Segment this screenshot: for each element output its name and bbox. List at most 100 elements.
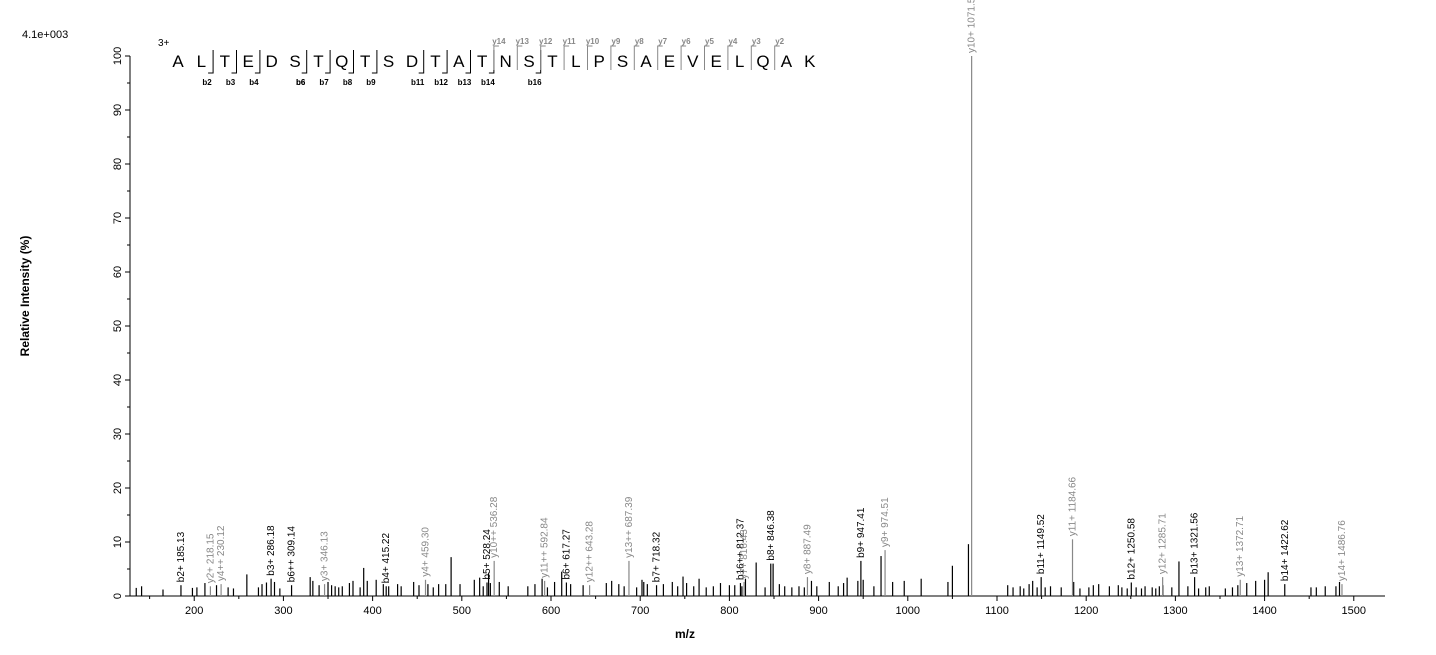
peak-label: y10+ 1071.57	[967, 0, 978, 53]
x-tick-label: 200	[185, 605, 203, 617]
peak-label: y4++ 230.12	[216, 525, 227, 581]
sequence-residue: V	[687, 52, 699, 71]
sequence-residue: P	[594, 52, 605, 71]
b-ion-bracket	[254, 50, 261, 74]
sequence-residue: E	[664, 52, 675, 71]
sequence-residue: T	[547, 52, 557, 71]
b-ion-label: b12	[434, 78, 448, 87]
peak-labels: b2+ 185.13 y2+ 218.15 y4++ 230.12 b3+ 286.1…	[176, 0, 1348, 583]
peak-label: y12+ 1285.71	[1158, 513, 1169, 574]
sequence-residue: T	[477, 52, 487, 71]
sequence-residue: S	[617, 52, 628, 71]
sequence-residue: T	[360, 52, 370, 71]
b-ion-bracket	[371, 50, 378, 74]
sequence-residue: A	[640, 52, 652, 71]
y-ion-bracket	[704, 45, 710, 70]
b-ion-label: b8	[343, 78, 353, 87]
peak-label: b7+ 718.32	[652, 531, 663, 582]
b-ion-bracket	[208, 50, 214, 74]
y-ion-label: y2	[775, 37, 784, 46]
sequence-residue: L	[197, 52, 206, 71]
y-ion-label: y9	[611, 37, 620, 46]
x-axis-title: m/z	[675, 627, 695, 641]
peak-label: y7+ 816.43	[739, 529, 750, 579]
y-ion-label: y4	[728, 37, 737, 46]
sequence-residue: T	[220, 52, 230, 71]
peak-label: b11+ 1149.52	[1036, 514, 1047, 574]
peaks	[135, 56, 1343, 596]
peak-label: b13+ 1321.56	[1190, 512, 1201, 574]
y-ion-label: y3	[752, 37, 761, 46]
peak-label: b2+ 185.13	[176, 531, 187, 582]
sequence-residue: S	[523, 52, 534, 71]
y-ion-bracket	[750, 45, 757, 70]
b-ion-bracket	[325, 50, 331, 74]
charge-state-label: 3+	[158, 38, 170, 49]
x-tick-label: 1200	[1074, 605, 1098, 617]
x-tick-label: 700	[631, 605, 649, 617]
sequence-residue: Q	[756, 52, 769, 71]
b-ion-label: b14	[481, 78, 495, 87]
sequence-residue: A	[172, 52, 184, 71]
peak-label: b6+ 617.27	[561, 529, 572, 580]
x-tick-label: 900	[809, 605, 827, 617]
y-ion-bracket	[680, 45, 687, 70]
peak-label: b6++ 309.14	[287, 526, 298, 583]
b-ion-label: b4	[249, 78, 259, 87]
y-ion-label: y14	[492, 37, 506, 46]
peak-label: y14+ 1486.76	[1337, 520, 1348, 581]
peak-label: y9+ 974.51	[880, 497, 891, 547]
peak-label: y12++ 643.28	[585, 521, 596, 583]
peak-label: y8+ 887.49	[802, 524, 813, 574]
max-intensity-label: 4.1e+003	[22, 29, 68, 41]
x-tick-label: 1100	[985, 605, 1009, 617]
y-tick-label: 50	[112, 320, 124, 332]
b-ion-label: b6	[296, 78, 306, 87]
b-ion-label: b7	[319, 78, 329, 87]
peak-label: b16++ 812.37	[735, 518, 746, 580]
y-ion-bracket	[727, 45, 733, 70]
peak-label: y11++ 592.84	[540, 517, 551, 578]
peak-label: y13+ 1372.71	[1235, 515, 1246, 576]
x-tick-label: 600	[542, 605, 560, 617]
peak-label: b3+ 286.18	[266, 525, 277, 576]
sequence-residue: K	[804, 52, 816, 71]
b-ion-label: b16	[528, 78, 542, 87]
y-tick-label: 10	[112, 536, 124, 548]
sequence-residue: S	[289, 52, 300, 71]
peak-label: b14+ 1422.62	[1280, 519, 1291, 581]
peak-label: y13++ 687.39	[624, 496, 635, 558]
y-ion-bracket	[540, 45, 546, 70]
b-ion-bracket	[231, 50, 237, 74]
x-tick-label: 1500	[1342, 605, 1366, 617]
y-tick-label: 30	[112, 428, 124, 440]
sequence-residue: L	[735, 52, 744, 71]
y-ion-bracket	[563, 45, 570, 70]
sequence-residue: T	[430, 52, 440, 71]
b-ion-label: b13	[458, 78, 472, 87]
y-ion-bracket	[493, 45, 499, 70]
sequence-residue: N	[499, 52, 511, 71]
peak-label: b12+ 1250.58	[1126, 518, 1137, 580]
y-ion-label: y7	[658, 37, 667, 46]
x-tick-label: 1000	[896, 605, 920, 617]
y-ion-bracket	[610, 45, 616, 70]
y-tick-label: 90	[112, 104, 124, 116]
b-ion-bracket	[301, 50, 308, 74]
y-ion-label: y11	[563, 37, 576, 46]
y-tick-label: 100	[112, 47, 124, 65]
y-tick-label: 40	[112, 374, 124, 386]
b-ion-label: b6	[296, 78, 306, 87]
peak-label: y4+ 459.30	[421, 527, 432, 577]
y-ion-label: y5	[705, 37, 714, 46]
b-ion-label: b2	[202, 78, 212, 87]
b-ion-bracket	[418, 50, 425, 74]
sequence-residue: A	[781, 52, 793, 71]
b-ion-label: b11	[411, 78, 425, 87]
y-tick-label: 80	[112, 158, 124, 170]
x-tick-label: 400	[363, 605, 381, 617]
peak-label: y10++ 536.28	[489, 496, 500, 558]
sequence-residue: Q	[335, 52, 348, 71]
